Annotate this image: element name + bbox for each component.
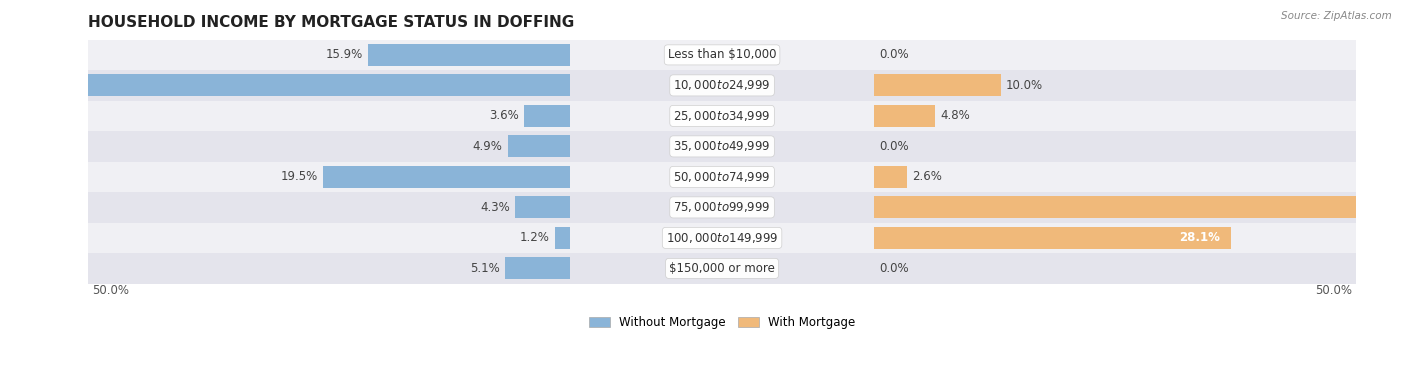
Text: 5.1%: 5.1% (471, 262, 501, 275)
Text: $35,000 to $49,999: $35,000 to $49,999 (673, 139, 770, 153)
Text: Source: ZipAtlas.com: Source: ZipAtlas.com (1281, 11, 1392, 21)
Text: 4.3%: 4.3% (481, 201, 510, 214)
Text: $25,000 to $34,999: $25,000 to $34,999 (673, 109, 770, 123)
Text: 15.9%: 15.9% (326, 48, 363, 61)
Bar (89, 223, 1357, 253)
Text: $150,000 or more: $150,000 or more (669, 262, 775, 275)
Bar (508, 135, 569, 157)
Text: 10.0%: 10.0% (1007, 79, 1043, 92)
Bar (516, 196, 569, 218)
Bar (89, 162, 1357, 192)
Bar (505, 257, 569, 279)
Bar (89, 192, 1357, 223)
Text: $10,000 to $24,999: $10,000 to $24,999 (673, 78, 770, 92)
Text: 42.0%: 42.0% (1355, 201, 1396, 214)
Bar (89, 101, 1357, 131)
Bar (368, 44, 569, 66)
Bar (875, 105, 935, 127)
Text: 45.5%: 45.5% (3, 79, 44, 92)
Bar (0, 74, 569, 97)
Bar (875, 166, 907, 188)
Text: 0.0%: 0.0% (879, 140, 908, 153)
Bar (875, 196, 1406, 218)
Text: $100,000 to $149,999: $100,000 to $149,999 (666, 231, 779, 245)
Text: $50,000 to $74,999: $50,000 to $74,999 (673, 170, 770, 184)
Bar (89, 253, 1357, 284)
Bar (89, 40, 1357, 70)
Bar (524, 105, 569, 127)
Bar (322, 166, 569, 188)
Text: 19.5%: 19.5% (280, 170, 318, 183)
Text: 28.1%: 28.1% (1180, 231, 1220, 244)
Text: $75,000 to $99,999: $75,000 to $99,999 (673, 201, 770, 215)
Bar (89, 131, 1357, 162)
Bar (875, 74, 1001, 97)
Text: 4.8%: 4.8% (941, 109, 970, 123)
Bar (555, 227, 569, 249)
Text: 50.0%: 50.0% (1316, 284, 1353, 297)
Text: Less than $10,000: Less than $10,000 (668, 48, 776, 61)
Text: 2.6%: 2.6% (912, 170, 942, 183)
Text: 0.0%: 0.0% (879, 262, 908, 275)
Bar (875, 227, 1230, 249)
Text: 0.0%: 0.0% (879, 48, 908, 61)
Text: 50.0%: 50.0% (91, 284, 129, 297)
Text: 3.6%: 3.6% (489, 109, 519, 123)
Text: 1.2%: 1.2% (520, 231, 550, 244)
Legend: Without Mortgage, With Mortgage: Without Mortgage, With Mortgage (583, 311, 860, 334)
Bar (89, 70, 1357, 101)
Text: HOUSEHOLD INCOME BY MORTGAGE STATUS IN DOFFING: HOUSEHOLD INCOME BY MORTGAGE STATUS IN D… (89, 15, 574, 30)
Text: 4.9%: 4.9% (472, 140, 503, 153)
